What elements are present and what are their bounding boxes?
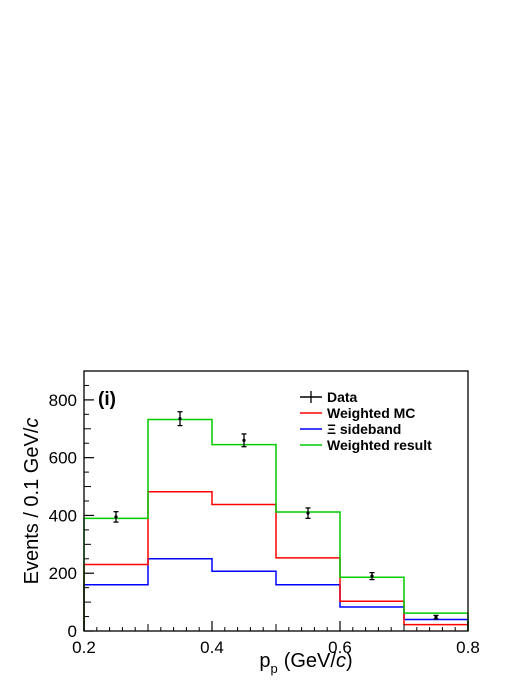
- legend-label: Data: [327, 389, 358, 405]
- y-axis-label-italic: c: [21, 418, 43, 428]
- histogram-weighted-mc-step: [83, 491, 469, 631]
- plot-area: [83, 411, 469, 631]
- y-tick-label: 600: [49, 449, 77, 468]
- legend-label: Weighted result: [327, 437, 432, 453]
- legend-label: Weighted MC: [327, 405, 415, 421]
- x-axis-label-unit-italic: c: [336, 650, 346, 672]
- x-tick-label: 0.4: [200, 638, 224, 657]
- y-tick-label: 400: [49, 506, 77, 525]
- histogram-sideband-step: [83, 558, 469, 631]
- data-point: [242, 438, 246, 442]
- axes: 0.2 0.4 0.6 0.8 0 200 400 600 800: [49, 370, 480, 657]
- data-point: [434, 615, 438, 619]
- y-tick-label: 0: [68, 622, 77, 641]
- y-axis-label: Events / 0.1 GeV/c: [21, 418, 43, 585]
- data-point: [114, 515, 118, 519]
- x-tick-label: 0.8: [456, 638, 480, 657]
- histogram-weighted-result-step: [83, 418, 469, 631]
- x-tick-label: 0.2: [72, 638, 96, 657]
- x-tick-label: 0.6: [328, 638, 352, 657]
- data-point: [370, 574, 374, 578]
- x-axis-label-symbol: p: [259, 650, 270, 672]
- x-axis-label-unit-suffix: ): [346, 650, 353, 672]
- legend-label: Ξ sideband: [327, 421, 401, 437]
- data-point: [306, 511, 310, 515]
- y-axis-label-prefix: Events / 0.1 GeV/: [21, 427, 43, 584]
- x-axis-label-subscript: p: [270, 661, 277, 676]
- x-axis-label: pp (GeV/c): [259, 650, 352, 676]
- panel-label: (i): [98, 389, 116, 410]
- data-point: [178, 417, 182, 421]
- x-axis-label-unit-prefix: (GeV/: [284, 650, 337, 672]
- y-tick-label: 200: [49, 564, 77, 583]
- y-tick-label: 800: [49, 391, 77, 410]
